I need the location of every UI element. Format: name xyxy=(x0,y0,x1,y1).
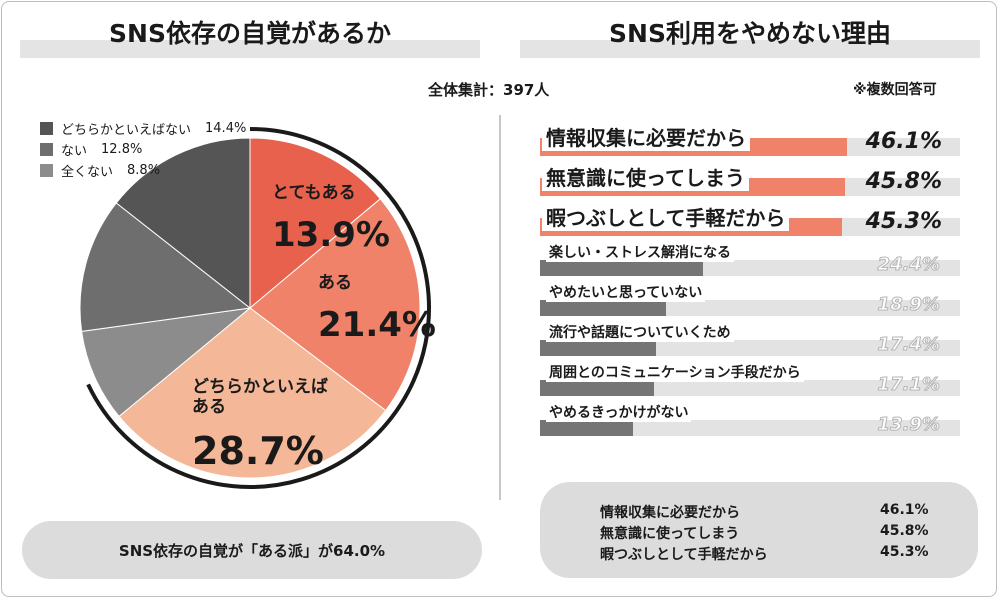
pie-slice-label: ある 21.4% xyxy=(318,273,436,345)
bar-row: やめたいと思っていない 18.9% xyxy=(540,280,960,320)
bar-label: やめるきっかけがない xyxy=(546,402,692,422)
legend-swatch xyxy=(40,164,53,177)
bar-label: 暇つぶしとして手軽だから xyxy=(542,202,790,231)
pie-slice xyxy=(249,137,382,310)
right-title-bar xyxy=(520,40,980,58)
section-divider xyxy=(499,115,501,500)
legend-item-not-at-all: 全くない 8.8% xyxy=(40,160,246,181)
pie-outer-ring xyxy=(86,127,431,489)
bar xyxy=(540,340,656,356)
left-summary-pill: SNS依存の自覚が「ある派」が64.0% xyxy=(22,521,482,579)
bar xyxy=(540,420,633,436)
bar-row: やめるきっかけがない 13.9% xyxy=(540,400,960,440)
bar-track xyxy=(540,420,960,436)
total-count: 全体集計：397人 xyxy=(428,81,550,99)
bar-value: 45.8% xyxy=(865,169,942,194)
bar-label: やめたいと思っていない xyxy=(546,282,706,302)
pie-slice xyxy=(118,307,387,479)
legend-item-somewhat-no: どちらかといえばない 14.4% xyxy=(40,118,246,139)
top3-value: 45.8% xyxy=(880,523,929,539)
top3-row: 情報収集に必要だから 46.1% xyxy=(600,502,929,522)
pie-legend: どちらかといえばない 14.4% ない 12.8% 全くない 8.8% xyxy=(40,118,246,181)
legend-swatch xyxy=(40,122,53,135)
right-title: SNS利用をやめない理由 xyxy=(609,19,891,48)
pie-slice-name: どちらかといえば xyxy=(192,377,328,397)
bar-label: 楽しい・ストレス解消になる xyxy=(546,242,734,262)
bar xyxy=(540,260,703,276)
pie-slice-name: ある xyxy=(318,273,352,293)
bar-row: 情報収集に必要だから 46.1% xyxy=(540,120,960,160)
bar-label: 流行や話題についていくため xyxy=(546,322,734,342)
top3-row: 暇つぶしとして手軽だから 45.3% xyxy=(600,544,929,564)
legend-label: どちらかといえばない xyxy=(61,123,192,138)
pie-slice-name: とてもある xyxy=(272,183,356,203)
pie-slice-value: 13.9% xyxy=(272,215,390,255)
top3-label: 暇つぶしとして手軽だから xyxy=(600,547,768,563)
bar-track xyxy=(540,380,960,396)
bar-value: 24.4% xyxy=(877,254,940,276)
bar-row: 周囲とのコミュニケーション手段だから 17.1% xyxy=(540,360,960,400)
bar xyxy=(540,300,666,316)
pie-slice-name: ある xyxy=(192,397,226,417)
pie-slice xyxy=(79,202,252,332)
bar-track xyxy=(540,340,960,356)
legend-pct: 14.4% xyxy=(205,121,247,136)
reasons-bar-chart: 情報収集に必要だから 46.1% 無意識に使ってしまう 45.8% 暇つぶしとして手軽だ… xyxy=(540,120,960,440)
bar-label: 情報収集に必要だから xyxy=(542,122,750,151)
bar-value: 45.3% xyxy=(865,209,942,234)
bar-label: 周囲とのコミュニケーション手段だから xyxy=(546,362,804,382)
legend-label: ない xyxy=(61,144,88,159)
bar-value: 13.9% xyxy=(877,414,940,436)
legend-pct: 12.8% xyxy=(101,142,143,157)
bar-row: 流行や話題についていくため 17.4% xyxy=(540,320,960,360)
legend-pct: 8.8% xyxy=(127,163,161,178)
bar-value: 18.9% xyxy=(877,294,940,316)
pie-slice-label: とてもある 13.9% xyxy=(272,183,390,255)
bar-value: 17.1% xyxy=(877,374,940,396)
bar-row: 暇つぶしとして手軽だから 45.3% xyxy=(540,200,960,240)
top3-value: 45.3% xyxy=(880,544,929,560)
left-title: SNS依存の自覚があるか xyxy=(109,19,391,48)
bar xyxy=(540,380,654,396)
top3-value: 46.1% xyxy=(880,502,929,518)
multiple-answer-note: ※複数回答可 xyxy=(853,82,937,98)
pie-slice-value: 21.4% xyxy=(318,305,436,345)
top3-label: 情報収集に必要だから xyxy=(600,505,740,521)
bar-value: 17.4% xyxy=(877,334,940,356)
bar-track xyxy=(540,260,960,276)
bar-row: 楽しい・ストレス解消になる 24.4% xyxy=(540,240,960,280)
top3-row: 無意識に使ってしまう 45.8% xyxy=(600,523,929,543)
legend-item-no: ない 12.8% xyxy=(40,139,246,160)
pie-slice xyxy=(249,198,421,412)
bar-row: 無意識に使ってしまう 45.8% xyxy=(540,160,960,200)
left-title-bar xyxy=(20,40,480,58)
bar-track xyxy=(540,300,960,316)
top3-label: 無意識に使ってしまう xyxy=(600,526,740,542)
legend-label: 全くない xyxy=(61,165,114,180)
pie-slice xyxy=(115,137,251,310)
bar-value: 46.1% xyxy=(865,129,942,154)
pie-slice xyxy=(81,307,252,418)
bar-label: 無意識に使ってしまう xyxy=(542,162,749,191)
pie-slice-value: 28.7% xyxy=(192,429,324,473)
top3-summary-pill: 情報収集に必要だから 46.1% 無意識に使ってしまう 45.8% 暇つぶしとし… xyxy=(540,482,978,578)
legend-swatch xyxy=(40,143,53,156)
